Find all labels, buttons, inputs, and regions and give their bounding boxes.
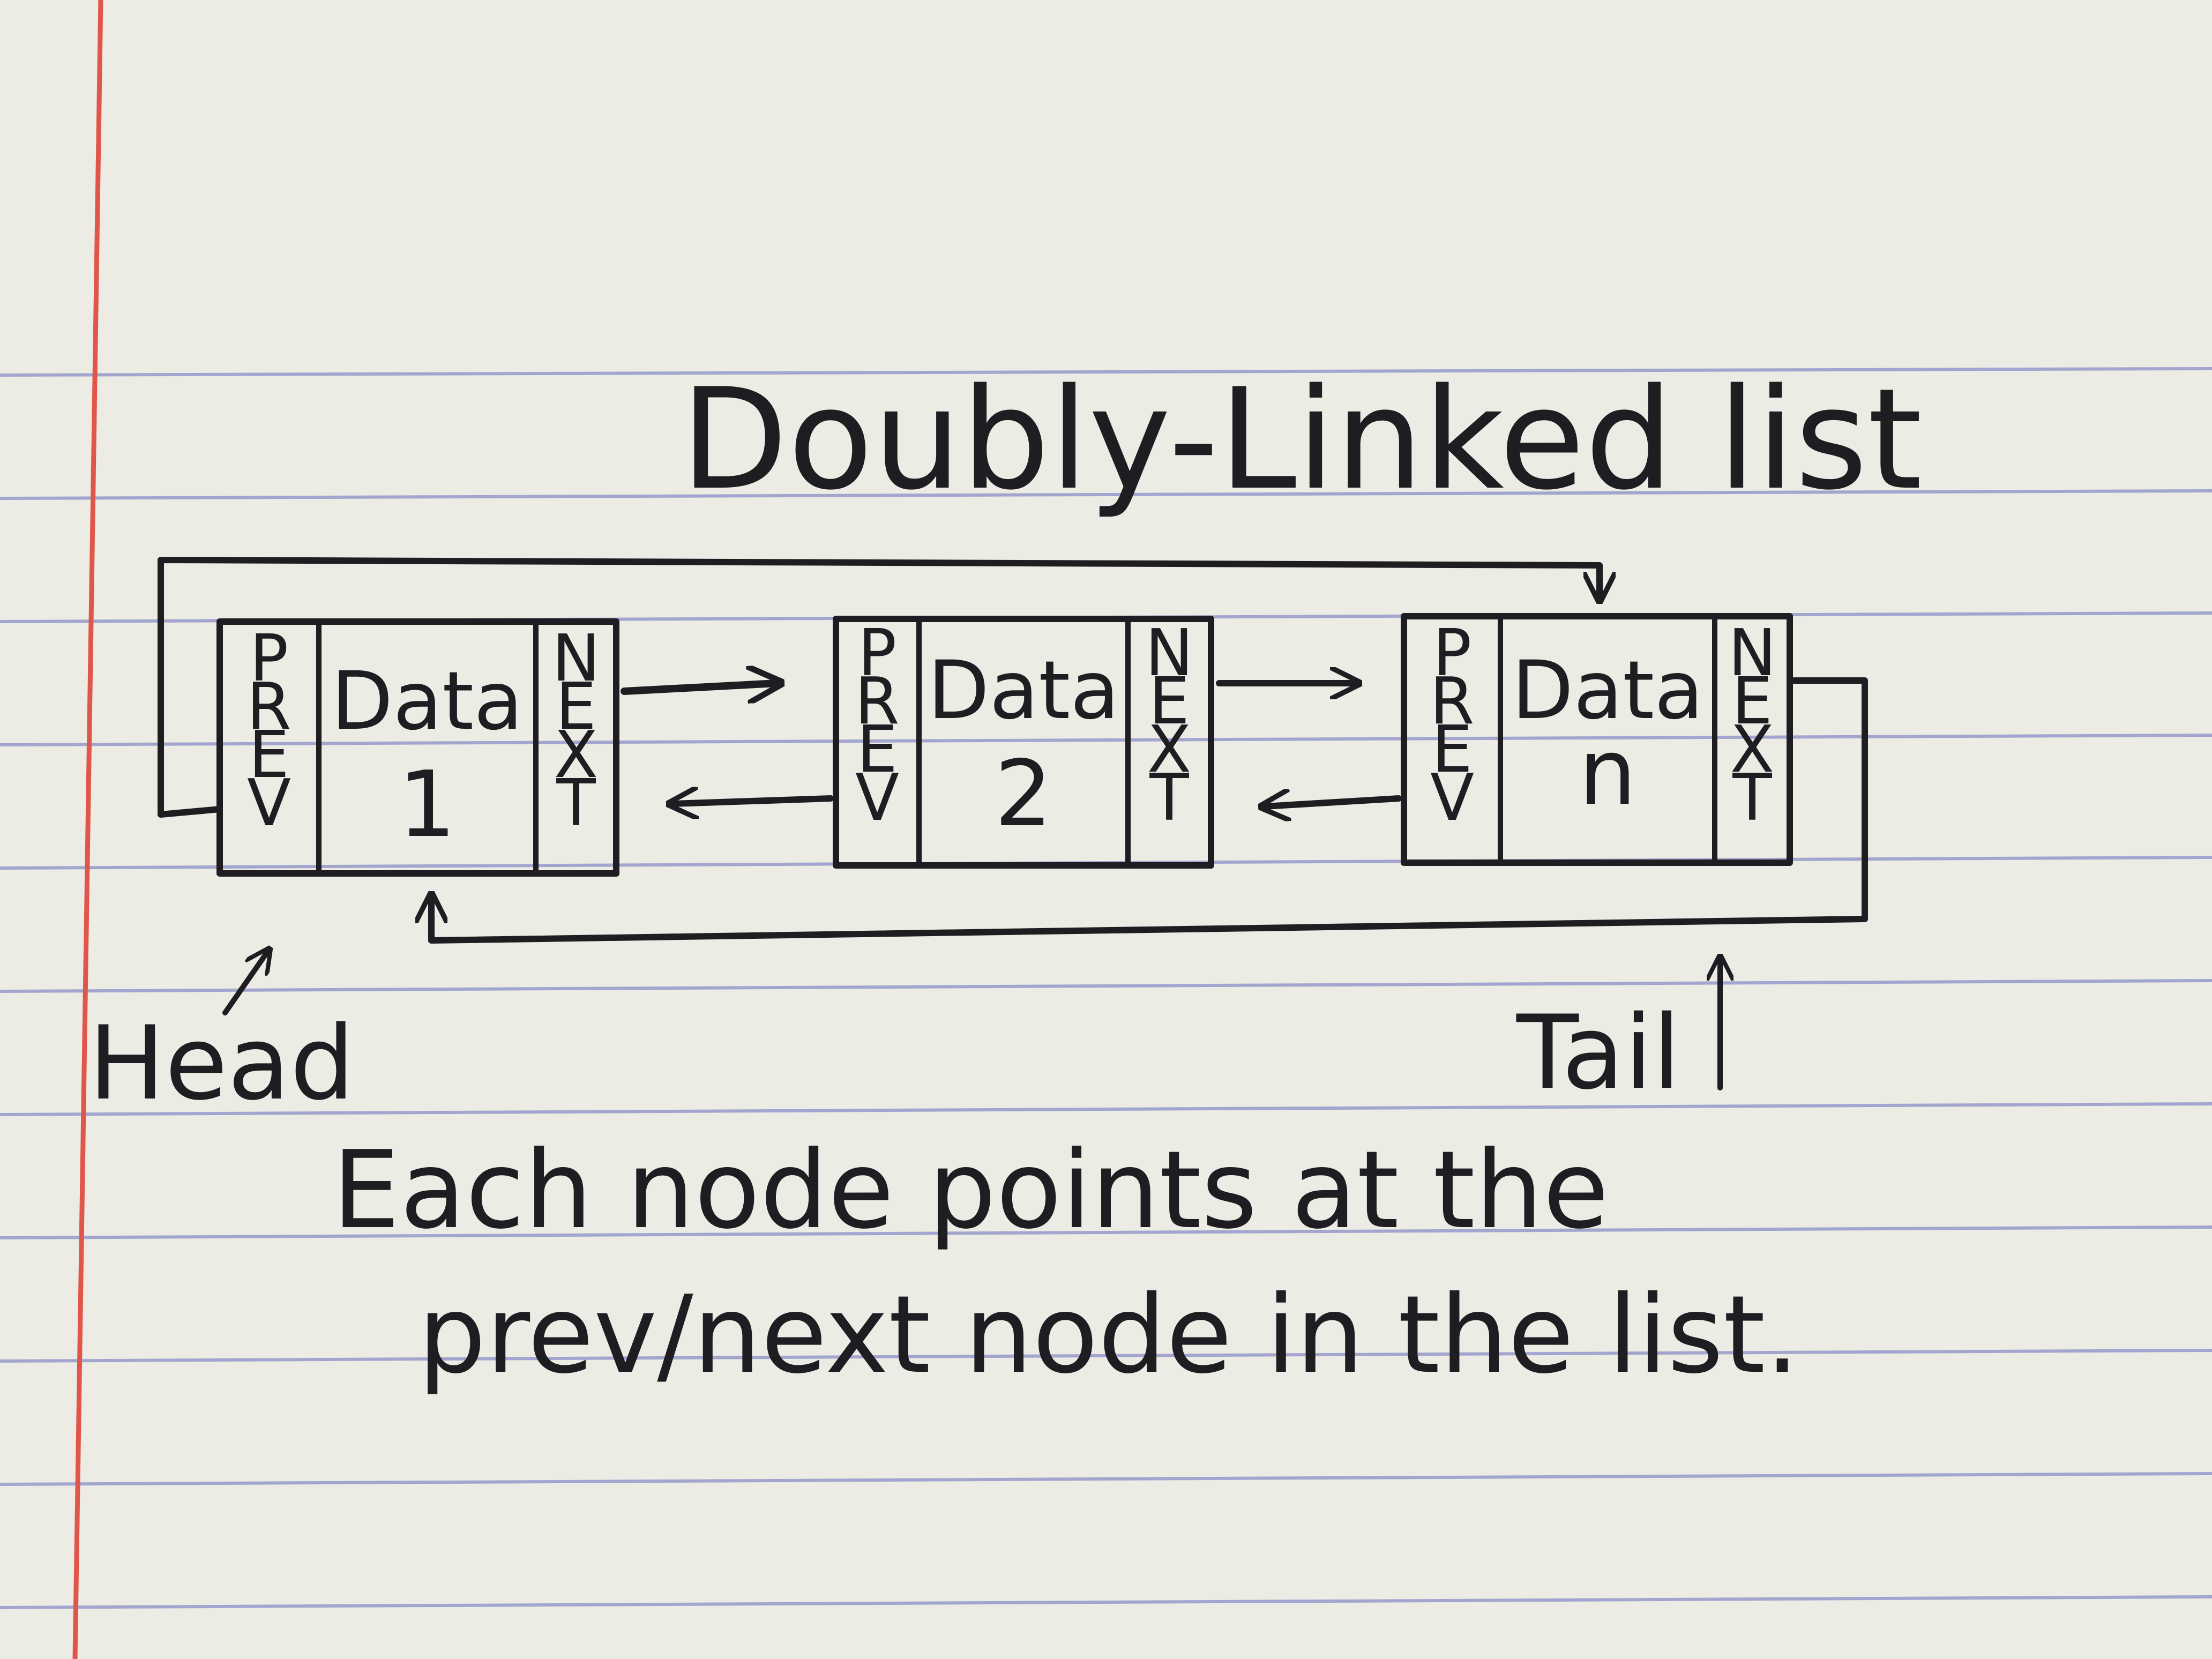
head-label: Head (88, 1004, 355, 1123)
field-letter: E (556, 670, 596, 744)
node-2-box (833, 616, 1214, 869)
field-letter: P (1433, 616, 1471, 691)
prev-arrow-2-to-1 (672, 798, 834, 804)
next-arrow-1-to-2 (621, 683, 777, 691)
field-letter: E (1149, 664, 1190, 739)
field-letter: R (246, 670, 291, 744)
field-letter: N (1728, 616, 1776, 691)
field-letter: X (1730, 713, 1774, 787)
node-2-data-label: Data (928, 644, 1119, 737)
rule-line (0, 1349, 2212, 1363)
field-letter: T (556, 766, 596, 841)
field-letter: T (1149, 761, 1189, 835)
rule-line (0, 979, 2212, 993)
field-letter: R (855, 664, 899, 739)
tail-next-to-head-link (431, 677, 1868, 944)
rule-line (0, 1472, 2212, 1486)
field-letter: T (1732, 761, 1772, 835)
node-1-data-label: Data (331, 655, 523, 748)
node-n-data-index: n (1579, 720, 1636, 826)
field-letter: V (855, 761, 899, 835)
prev-arrow-n-to-2 (1265, 798, 1402, 806)
head-pointer-arrow (222, 951, 268, 1015)
field-letter: N (552, 622, 600, 696)
field-letter: E (1732, 664, 1773, 739)
field-letter: V (247, 766, 291, 841)
field-letter: N (1145, 616, 1193, 691)
tail-label: Tail (1516, 993, 1681, 1112)
caption-line-2: prev/next node in the list. (418, 1273, 1799, 1398)
rule-line (0, 367, 2212, 377)
diagram-title: Doubly-Linked list (681, 359, 1922, 521)
caption-line-1: Each node points at the (332, 1128, 1609, 1253)
node-2-data-index: 2 (995, 741, 1052, 847)
rule-line (0, 1225, 2212, 1239)
rule-line (0, 734, 2212, 746)
field-letter: X (1147, 713, 1191, 787)
rule-line (0, 1595, 2212, 1609)
node-1-box (216, 618, 619, 877)
field-letter: X (554, 718, 598, 793)
field-letter: P (250, 622, 288, 696)
rule-line (0, 489, 2212, 500)
field-letter: V (1430, 761, 1474, 835)
head-prev-to-tail-link (158, 557, 1600, 818)
field-letter: E (249, 718, 289, 793)
node-n-box (1401, 613, 1793, 866)
node-1-data-index: 1 (398, 752, 456, 858)
margin-line (72, 0, 103, 1659)
field-letter: R (1430, 664, 1474, 739)
node-n-data-label: Data (1512, 644, 1703, 737)
field-letter: E (857, 713, 898, 787)
field-letter: E (1432, 713, 1473, 787)
field-letter: P (858, 616, 896, 691)
rule-line (0, 1102, 2212, 1116)
